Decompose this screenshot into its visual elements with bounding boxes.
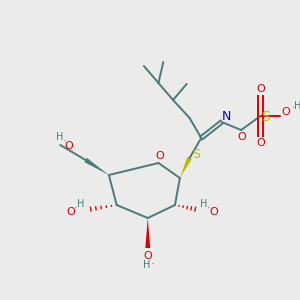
Text: S: S <box>261 110 270 124</box>
Text: ·: · <box>207 203 211 213</box>
Text: H: H <box>200 199 208 209</box>
Text: O: O <box>65 141 74 151</box>
Polygon shape <box>180 157 192 178</box>
Text: O: O <box>281 107 290 117</box>
Polygon shape <box>145 218 150 248</box>
Text: ·: · <box>292 103 296 113</box>
Polygon shape <box>84 158 109 175</box>
Text: O: O <box>238 132 247 142</box>
Text: H: H <box>294 101 300 111</box>
Text: H: H <box>77 199 84 209</box>
Text: H: H <box>56 132 63 142</box>
Text: H: H <box>143 260 151 270</box>
Text: ·: · <box>74 203 78 213</box>
Text: O: O <box>67 207 75 217</box>
Text: O: O <box>209 207 218 217</box>
Text: O: O <box>256 84 265 94</box>
Text: O: O <box>256 138 265 148</box>
Text: O: O <box>155 151 164 161</box>
Text: O: O <box>143 251 152 261</box>
Text: ·: · <box>62 136 66 146</box>
Text: N: N <box>222 110 231 124</box>
Text: ·: · <box>151 259 154 269</box>
Text: S: S <box>192 148 200 161</box>
